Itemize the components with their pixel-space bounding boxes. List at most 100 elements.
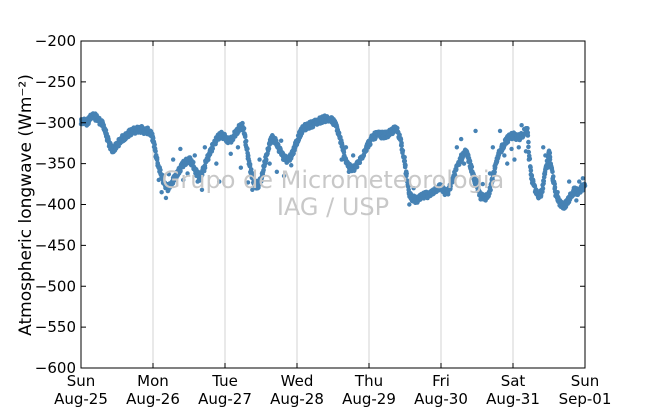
- data-point: [525, 133, 531, 138]
- x-tick-label: Sep-01: [559, 390, 612, 408]
- data-point: [399, 140, 404, 146]
- data-point: [242, 132, 248, 138]
- data-point: [397, 132, 402, 138]
- data-point: [289, 163, 294, 168]
- data-point: [400, 148, 406, 153]
- data-point: [354, 164, 360, 170]
- data-point: [266, 146, 272, 151]
- y-tick-label: −250: [35, 73, 76, 91]
- data-point: [368, 142, 373, 147]
- data-point: [150, 135, 156, 141]
- data-point: [202, 165, 208, 171]
- x-tick-label: Aug-30: [414, 390, 468, 408]
- data-point: [574, 198, 579, 203]
- data-point: [346, 169, 352, 174]
- data-point: [238, 165, 244, 170]
- data-point: [540, 186, 546, 191]
- data-point: [407, 202, 412, 207]
- data-point: [228, 151, 233, 157]
- data-point: [452, 173, 458, 179]
- data-point: [153, 148, 158, 154]
- data-point: [469, 164, 475, 170]
- data-point: [240, 120, 245, 126]
- data-point: [241, 126, 247, 131]
- data-point: [156, 177, 161, 183]
- data-point: [530, 177, 536, 183]
- y-tick-label: −450: [35, 236, 76, 254]
- data-point: [195, 179, 200, 184]
- data-point: [502, 153, 507, 158]
- x-tick-label: Tue: [211, 372, 238, 390]
- data-point: [350, 153, 356, 158]
- data-point: [217, 179, 222, 184]
- data-point: [250, 171, 255, 176]
- data-point: [487, 171, 493, 176]
- watermark-line-1: Grupo de Micrometeorologia: [162, 166, 504, 194]
- data-point: [243, 138, 249, 144]
- data-point: [528, 168, 534, 173]
- data-point: [480, 181, 485, 187]
- data-point: [547, 150, 553, 156]
- data-point: [159, 190, 164, 195]
- data-point: [403, 162, 408, 168]
- y-axis-label: Atmospheric longwave (Wm⁻²): [16, 74, 36, 336]
- data-point: [263, 157, 269, 162]
- y-tick-label: −550: [35, 318, 76, 336]
- data-point: [404, 173, 409, 179]
- data-point: [494, 157, 500, 162]
- x-tick-label: Wed: [281, 372, 314, 390]
- data-point: [497, 128, 503, 134]
- x-tick-label: Thu: [354, 372, 383, 390]
- data-point: [402, 154, 407, 160]
- data-point: [103, 127, 109, 133]
- data-point: [461, 161, 467, 166]
- data-point: [250, 187, 255, 192]
- data-point: [555, 190, 560, 195]
- x-axis-ticks: SunAug-25MonAug-26TueAug-27WedAug-28ThuA…: [54, 41, 611, 408]
- data-point: [488, 187, 493, 193]
- x-tick-label: Fri: [432, 372, 450, 390]
- data-point: [543, 153, 548, 158]
- data-point: [550, 174, 556, 179]
- data-point: [516, 145, 521, 150]
- data-point: [260, 173, 265, 179]
- data-point: [158, 167, 163, 173]
- x-tick-label: Aug-31: [486, 390, 540, 408]
- data-point: [526, 144, 531, 150]
- data-point: [492, 169, 497, 175]
- data-point: [526, 157, 532, 162]
- data-point: [552, 184, 558, 190]
- watermark-line-2: IAG / USP: [277, 193, 389, 221]
- data-point: [185, 171, 190, 176]
- data-point: [202, 145, 208, 150]
- x-tick-label: Sun: [571, 372, 600, 390]
- data-point: [454, 145, 460, 150]
- data-point: [580, 176, 586, 181]
- data-point: [469, 169, 474, 174]
- data-point: [170, 157, 176, 162]
- data-point: [545, 165, 550, 170]
- data-point: [214, 161, 219, 166]
- data-point: [467, 158, 473, 164]
- x-tick-label: Sat: [501, 372, 526, 390]
- data-point: [267, 161, 272, 166]
- data-point: [547, 154, 553, 160]
- data-point: [476, 177, 481, 183]
- data-point: [160, 172, 165, 178]
- x-tick-label: Aug-26: [126, 390, 180, 408]
- y-tick-label: −350: [35, 155, 76, 173]
- x-tick-label: Sun: [67, 372, 96, 390]
- data-point: [541, 178, 547, 184]
- data-point: [402, 158, 408, 164]
- data-point: [163, 195, 169, 201]
- data-point: [466, 153, 471, 158]
- data-point: [512, 157, 517, 162]
- data-point: [523, 149, 529, 154]
- data-point: [245, 180, 251, 185]
- data-point: [341, 149, 347, 155]
- data-point: [192, 153, 197, 158]
- data-point: [525, 126, 530, 131]
- x-tick-label: Aug-29: [342, 390, 396, 408]
- data-point: [541, 145, 546, 150]
- data-points: [78, 111, 588, 211]
